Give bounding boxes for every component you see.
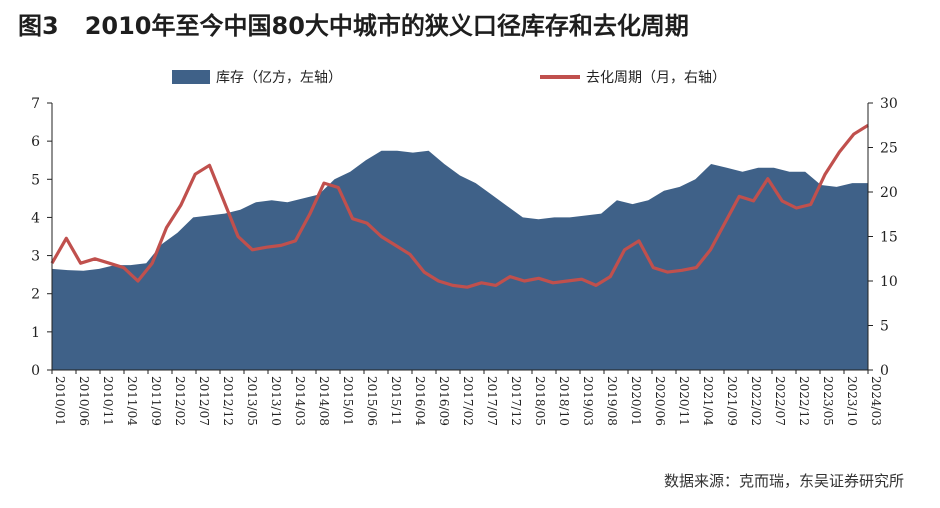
x-tick-label: 2018/05 <box>533 376 547 426</box>
legend-swatch-inventory <box>172 70 210 84</box>
figure-number: 图3 <box>18 12 59 40</box>
right-tick-label: 5 <box>880 319 889 335</box>
x-tick-label: 2023/05 <box>821 376 835 426</box>
x-tick-label: 2010/06 <box>77 376 91 426</box>
x-tick-label: 2016/04 <box>413 376 427 426</box>
x-tick-label: 2011/09 <box>149 376 163 426</box>
x-tick-label: 2017/02 <box>461 376 475 426</box>
x-tick-label: 2024/03 <box>869 376 883 426</box>
x-tick-label: 2014/03 <box>293 376 307 426</box>
right-tick-label: 0 <box>880 363 889 379</box>
legend-label-cycle: 去化周期（月，右轴） <box>586 70 726 86</box>
left-tick-label: 5 <box>31 172 40 188</box>
x-tick-label: 2013/05 <box>245 376 259 426</box>
x-tick-label: 2023/10 <box>845 376 859 426</box>
left-tick-label: 4 <box>31 210 40 226</box>
x-tick-label: 2018/10 <box>557 376 571 426</box>
x-tick-label: 2017/07 <box>485 376 499 426</box>
x-tick-label: 2015/06 <box>365 376 379 426</box>
left-tick-label: 1 <box>31 325 40 341</box>
right-tick-label: 25 <box>880 141 898 157</box>
chart-title: 图3 2010年至今中国80大中城市的狭义口径库存和去化周期 <box>18 6 689 41</box>
x-tick-label: 2020/06 <box>653 376 667 426</box>
left-tick-label: 0 <box>31 363 40 379</box>
left-tick-label: 2 <box>31 287 40 303</box>
legend: 库存（亿方，左轴） 去化周期（月，右轴） <box>172 70 726 86</box>
right-tick-label: 30 <box>880 96 898 112</box>
x-tick-label: 2022/12 <box>797 376 811 426</box>
x-tick-label: 2022/02 <box>749 376 763 426</box>
left-tick-label: 6 <box>31 134 40 150</box>
x-tick-label: 2011/04 <box>125 376 139 426</box>
x-tick-label: 2019/08 <box>605 376 619 426</box>
left-tick-label: 3 <box>31 249 40 265</box>
source-note: 数据来源：克而瑞，东吴证券研究所 <box>663 472 904 490</box>
destocking-cycle-line <box>50 123 869 289</box>
plot-area: 0 1 2 3 4 5 6 7 0 5 10 15 20 25 30 2010/01 2010/06 2010/1… <box>31 96 898 426</box>
x-tick-label: 2012/12 <box>221 376 235 426</box>
x-tick-label: 2014/08 <box>317 376 331 426</box>
figure-title: 2010年至今中国80大中城市的狭义口径库存和去化周期 <box>84 12 689 40</box>
x-tick-label: 2017/12 <box>509 376 523 426</box>
x-tick-label: 2015/01 <box>341 376 355 426</box>
x-tick-label: 2021/09 <box>725 376 739 426</box>
x-tick-label: 2012/07 <box>197 376 211 426</box>
x-tick-label: 2020/11 <box>677 376 691 426</box>
legend-label-inventory: 库存（亿方，左轴） <box>216 70 342 86</box>
x-tick-label: 2012/02 <box>173 376 187 426</box>
x-tick-label: 2015/11 <box>389 376 403 426</box>
x-tick-label: 2020/01 <box>629 376 643 426</box>
inventory-area <box>52 150 868 370</box>
x-tick-label: 2021/04 <box>701 376 715 426</box>
right-tick-label: 20 <box>880 185 898 201</box>
right-tick-label: 15 <box>880 230 898 246</box>
x-tick-label: 2010/11 <box>101 376 115 426</box>
right-tick-label: 10 <box>880 274 898 290</box>
x-tick-label: 2016/09 <box>437 376 451 426</box>
x-tick-label: 2010/01 <box>53 376 67 426</box>
x-tick-label: 2022/07 <box>773 376 787 426</box>
x-tick-label: 2019/03 <box>581 376 595 426</box>
x-tick-label: 2013/10 <box>269 376 283 426</box>
left-tick-label: 7 <box>31 96 40 112</box>
